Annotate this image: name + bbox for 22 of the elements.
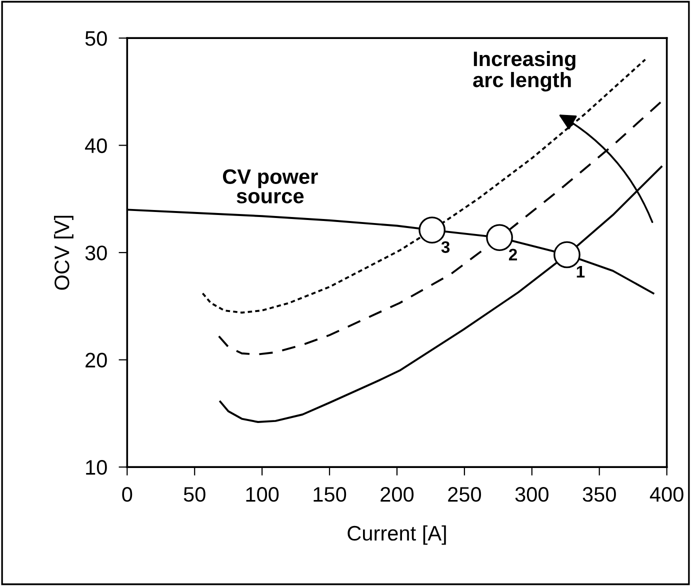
x-axis-title: Current [A] (348, 525, 446, 545)
series-label: CV power source (222, 169, 318, 204)
x-tick-label: 0 (122, 487, 132, 502)
y-tick-label: 20 (86, 352, 107, 368)
x-tick-label: 50 (184, 487, 206, 502)
annotation: Increasing arc length (473, 50, 576, 92)
annotation: 3 (441, 241, 450, 254)
annotation: 2 (508, 248, 517, 260)
annotation: 1 (576, 266, 585, 278)
y-tick-label: 40 (85, 138, 107, 154)
y-tick-label: 50 (85, 31, 107, 46)
y-axis-title: OCV [V] (54, 216, 74, 290)
x-tick-label: 150 (314, 487, 346, 502)
x-tick-label: 350 (582, 487, 616, 502)
x-tick-label: 200 (380, 487, 414, 502)
x-tick-label: 250 (448, 487, 482, 502)
y-tick-label: 30 (85, 246, 107, 260)
line-series (218, 99, 664, 356)
x-tick-label: 300 (515, 487, 548, 502)
y-tick-label: 10 (86, 460, 107, 475)
x-tick-label: 400 (650, 487, 684, 502)
x-tick-label: 100 (246, 487, 279, 502)
